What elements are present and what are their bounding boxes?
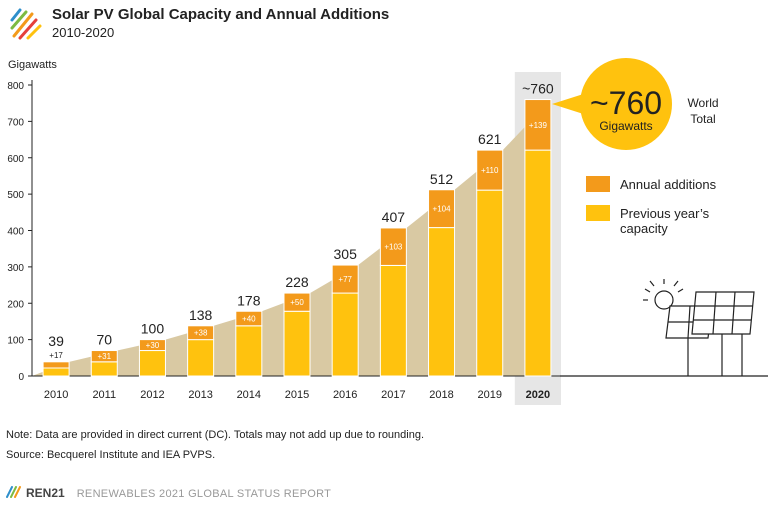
total-label-2018: 512 bbox=[430, 171, 454, 187]
legend-label-0: Annual additions bbox=[620, 177, 717, 192]
total-label-2017: 407 bbox=[382, 209, 406, 225]
chart-title: Solar PV Global Capacity and Annual Addi… bbox=[52, 6, 390, 23]
y-axis-label: Gigawatts bbox=[8, 59, 57, 71]
bar-annual-addition-2017 bbox=[379, 227, 407, 266]
addition-label-2010: +17 bbox=[49, 351, 63, 360]
legend-swatch-1 bbox=[586, 205, 610, 221]
total-label-2014: 178 bbox=[237, 292, 261, 308]
growth-area bbox=[32, 99, 551, 377]
x-tick-label-2020: 2020 bbox=[526, 389, 550, 401]
callout-value: ~760 bbox=[590, 85, 662, 121]
callout-unit: Gigawatts bbox=[599, 119, 652, 133]
legend-swatch-0 bbox=[586, 176, 610, 192]
y-tick-label: 200 bbox=[7, 299, 24, 310]
y-tick-label: 300 bbox=[7, 263, 24, 274]
total-label-2016: 305 bbox=[334, 246, 358, 262]
total-label-2019: 621 bbox=[478, 131, 502, 147]
bar-previous-capacity-2015 bbox=[283, 310, 311, 377]
footer: REN21 RENEWABLES 2021 GLOBAL STATUS REPOR… bbox=[6, 486, 331, 500]
x-tick-label-2015: 2015 bbox=[285, 389, 309, 401]
bar-previous-capacity-2012 bbox=[138, 350, 166, 377]
bar-previous-capacity-2017 bbox=[379, 264, 407, 377]
y-tick-label: 700 bbox=[7, 117, 24, 128]
callout-label-total: Total bbox=[690, 112, 715, 126]
y-tick-label: 400 bbox=[7, 227, 24, 238]
addition-label-2016: +77 bbox=[338, 275, 352, 284]
x-tick-label-2011: 2011 bbox=[92, 389, 116, 401]
bar-previous-capacity-2013 bbox=[187, 339, 215, 377]
bar-previous-capacity-2010 bbox=[42, 367, 70, 377]
bar-annual-addition-2011 bbox=[90, 350, 118, 363]
bar-previous-capacity-2020 bbox=[524, 149, 552, 377]
total-label-2020: ~760 bbox=[522, 81, 554, 97]
addition-label-2014: +40 bbox=[242, 315, 256, 324]
bar-annual-addition-2013 bbox=[187, 325, 215, 341]
bar-previous-capacity-2014 bbox=[235, 325, 263, 377]
bar-annual-addition-2018 bbox=[428, 189, 456, 229]
bar-annual-addition-2019 bbox=[476, 149, 504, 191]
total-label-2015: 228 bbox=[285, 274, 309, 290]
bar-annual-addition-2016 bbox=[331, 264, 359, 294]
y-tick-label: 0 bbox=[18, 372, 24, 383]
x-tick-label-2013: 2013 bbox=[188, 389, 212, 401]
chart-subtitle: 2010-2020 bbox=[52, 25, 115, 40]
x-tick-label-2012: 2012 bbox=[140, 389, 164, 401]
x-tick-label-2018: 2018 bbox=[429, 389, 453, 401]
addition-label-2013: +38 bbox=[194, 329, 208, 338]
solar-panel-icon bbox=[560, 279, 768, 377]
total-label-2013: 138 bbox=[189, 307, 213, 323]
bar-previous-capacity-2018 bbox=[428, 227, 456, 377]
y-tick-label: 500 bbox=[7, 190, 24, 201]
x-tick-label-2017: 2017 bbox=[381, 389, 405, 401]
callout-circle bbox=[580, 58, 672, 150]
bar-previous-capacity-2016 bbox=[331, 292, 359, 377]
addition-label-2011: +31 bbox=[97, 352, 111, 361]
bar-annual-addition-2015 bbox=[283, 292, 311, 312]
x-tick-label-2010: 2010 bbox=[44, 389, 68, 401]
chart-notes: Note: Data are provided in direct curren… bbox=[6, 425, 424, 465]
ren21-small-logo-icon bbox=[6, 486, 21, 498]
y-tick-label: 600 bbox=[7, 154, 24, 165]
bar-annual-addition-2010 bbox=[42, 361, 70, 369]
legend-label-1: capacity bbox=[620, 221, 668, 236]
legend-label-1: Previous year’s bbox=[620, 206, 710, 221]
total-label-2010: 39 bbox=[48, 333, 64, 349]
x-tick-label-2019: 2019 bbox=[477, 389, 501, 401]
callout-label-world: World bbox=[687, 96, 718, 110]
note-line: Note: Data are provided in direct curren… bbox=[6, 429, 425, 441]
addition-label-2015: +50 bbox=[290, 298, 304, 307]
chart-canvas: 0 100 200 300 400 500 600 700 800 +17 39 2010 +31 70… bbox=[7, 58, 768, 405]
total-label-2011: 70 bbox=[96, 332, 112, 348]
y-tick-label: 100 bbox=[7, 336, 24, 347]
addition-label-2020: +139 bbox=[529, 121, 548, 130]
addition-label-2019: +110 bbox=[481, 166, 499, 175]
bar-previous-capacity-2011 bbox=[90, 361, 118, 377]
addition-label-2017: +103 bbox=[384, 243, 403, 252]
bar-previous-capacity-2019 bbox=[476, 189, 504, 377]
footer-brand: REN21 bbox=[26, 486, 65, 500]
footer-report-title: RENEWABLES 2021 GLOBAL STATUS REPORT bbox=[76, 488, 332, 500]
y-tick-label: 800 bbox=[7, 81, 24, 92]
x-tick-label-2014: 2014 bbox=[237, 389, 261, 401]
world-total-callout: ~760 Gigawatts World Total bbox=[552, 58, 719, 150]
source-line: Source: Becquerel Institute and IEA PVPS… bbox=[6, 449, 216, 461]
bar-annual-addition-2014 bbox=[235, 310, 263, 327]
bar-annual-addition-2020 bbox=[524, 99, 552, 151]
total-label-2012: 100 bbox=[141, 321, 165, 337]
ren21-logo-icon bbox=[10, 8, 42, 40]
addition-label-2012: +30 bbox=[146, 341, 160, 350]
x-tick-label-2016: 2016 bbox=[333, 389, 357, 401]
bar-annual-addition-2012 bbox=[138, 339, 166, 352]
addition-label-2018: +104 bbox=[433, 205, 452, 214]
